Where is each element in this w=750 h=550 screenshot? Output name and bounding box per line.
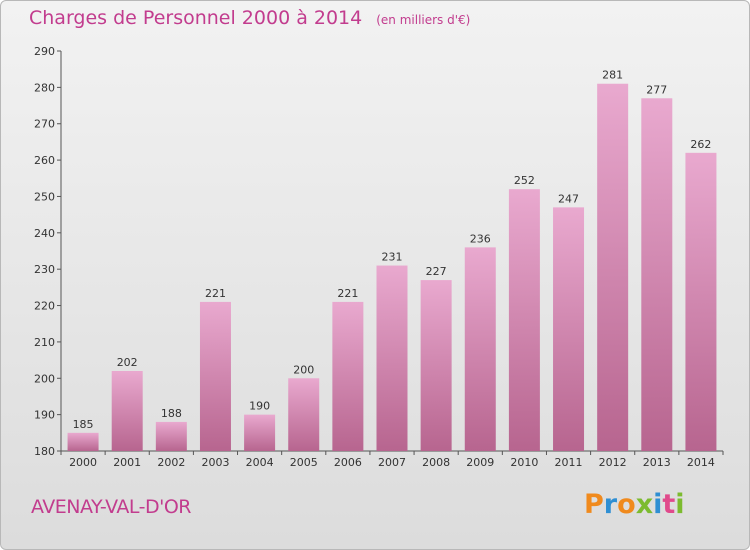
bar-2001 <box>111 371 143 451</box>
data-label: 262 <box>690 138 711 151</box>
data-label: 252 <box>514 174 535 187</box>
bar-2013 <box>641 98 673 451</box>
logo-letter: i <box>675 489 685 520</box>
x-tick-label: 2004 <box>246 456 274 469</box>
data-label: 281 <box>602 69 623 82</box>
bar-2004 <box>244 414 276 451</box>
bar-2014 <box>685 152 717 451</box>
x-tick-label: 2013 <box>643 456 671 469</box>
data-label: 227 <box>426 265 447 278</box>
bar-2008 <box>420 280 452 451</box>
data-label: 277 <box>646 83 667 96</box>
y-tick-label: 210 <box>34 336 55 349</box>
y-tick-label: 180 <box>34 445 55 458</box>
bar-2011 <box>553 207 585 451</box>
x-tick-label: 2009 <box>466 456 494 469</box>
chart-title-text: Charges de Personnel 2000 à 2014 <box>29 7 363 29</box>
logo-letter: t <box>662 489 676 520</box>
bar-2012 <box>597 83 629 452</box>
logo-letter: P <box>584 489 604 520</box>
chart-subtitle: (en milliers d'€) <box>376 13 471 27</box>
x-tick-label: 2007 <box>378 456 406 469</box>
x-tick-label: 2006 <box>334 456 362 469</box>
logo-letter: o <box>617 489 636 520</box>
data-label: 236 <box>470 232 491 245</box>
data-label: 185 <box>73 418 94 431</box>
bar-2005 <box>288 378 320 451</box>
y-tick-label: 250 <box>34 190 55 203</box>
bar-2009 <box>464 247 496 451</box>
y-tick-label: 190 <box>34 409 55 422</box>
bars <box>67 83 717 452</box>
x-tick-label: 2002 <box>157 456 185 469</box>
place-name: AVENAY-VAL-D'OR <box>31 496 192 518</box>
data-label: 247 <box>558 192 579 205</box>
logo-letter: i <box>653 489 663 520</box>
y-tick-label: 200 <box>34 372 55 385</box>
logo-letter: r <box>603 489 618 520</box>
data-label: 221 <box>205 287 226 300</box>
x-tick-label: 2001 <box>113 456 141 469</box>
y-tick-label: 230 <box>34 263 55 276</box>
y-tick-label: 270 <box>34 118 55 131</box>
data-label: 221 <box>337 287 358 300</box>
proxiti-logo: Proxiti <box>584 489 685 520</box>
x-tick-label: 2010 <box>510 456 538 469</box>
bar-2000 <box>67 432 99 451</box>
x-tick-label: 2008 <box>422 456 450 469</box>
bar-2003 <box>199 301 231 451</box>
x-tick-label: 2000 <box>69 456 97 469</box>
x-tick-label: 2011 <box>555 456 583 469</box>
data-label: 200 <box>293 363 314 376</box>
data-label: 188 <box>161 407 182 420</box>
bar-2006 <box>332 301 364 451</box>
bar-2002 <box>155 421 187 451</box>
y-tick-label: 260 <box>34 154 55 167</box>
data-label: 190 <box>249 400 270 413</box>
x-tick-label: 2003 <box>201 456 229 469</box>
data-label: 202 <box>117 356 138 369</box>
data-label: 231 <box>382 251 403 264</box>
x-tick-label: 2014 <box>687 456 715 469</box>
y-tick-label: 220 <box>34 300 55 313</box>
y-tick-label: 240 <box>34 227 55 240</box>
x-tick-label: 2005 <box>290 456 318 469</box>
bar-2010 <box>508 189 540 451</box>
x-tick-label: 2012 <box>599 456 627 469</box>
y-tick-label: 290 <box>34 45 55 58</box>
logo-letter: x <box>635 489 654 520</box>
bar-2007 <box>376 265 408 451</box>
y-tick-label: 280 <box>34 81 55 94</box>
labels: 185 202 188 221 190 200 221 231 227 236 252 247 281 2… <box>73 69 712 431</box>
chart-title: Charges de Personnel 2000 à 2014 (en mill… <box>29 7 470 29</box>
